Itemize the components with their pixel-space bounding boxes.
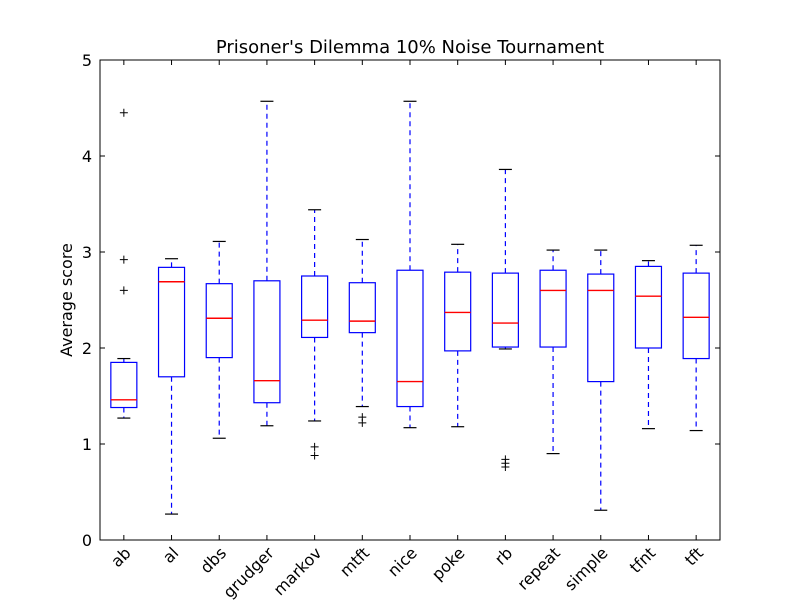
x-tick-label: grudger	[219, 543, 278, 600]
box-simple	[587, 273, 615, 383]
x-tick-label: rb	[491, 543, 516, 568]
y-tick-label: 4	[82, 147, 92, 166]
outlier-point	[501, 463, 510, 472]
outlier-point	[310, 451, 319, 460]
box-rb	[491, 272, 519, 348]
y-tick-label: 1	[82, 435, 92, 454]
outlier-point	[119, 108, 128, 117]
y-tick-label: 2	[82, 339, 92, 358]
x-tick-label: dbs	[196, 543, 230, 577]
x-tick-label: al	[159, 543, 183, 567]
outlier-point	[119, 255, 128, 264]
x-tick-label: tfnt	[626, 543, 659, 576]
box-markov	[301, 275, 329, 339]
outlier-point	[358, 418, 367, 427]
chart-title: Prisoner's Dilemma 10% Noise Tournament	[216, 37, 604, 58]
box-tfnt	[634, 265, 663, 349]
box-al	[157, 266, 186, 378]
x-tick-label: poke	[428, 543, 469, 584]
box-mtft	[348, 282, 376, 334]
axes-frame	[99, 59, 721, 541]
x-tick-label: mtft	[336, 543, 373, 580]
box-ab	[110, 361, 138, 409]
box-grudger	[253, 280, 281, 404]
box-nice	[396, 269, 424, 408]
y-tick-label: 3	[82, 243, 92, 262]
x-tick-label: ab	[107, 543, 135, 571]
box-repeat	[539, 269, 567, 348]
x-tick-label: simple	[561, 543, 612, 594]
x-tick-label: repeat	[514, 543, 564, 593]
outlier-point	[119, 286, 128, 295]
box-dbs	[205, 283, 233, 359]
y-tick-label: 0	[82, 531, 92, 550]
x-tick-label: markov	[270, 543, 326, 599]
y-tick-label: 5	[82, 51, 92, 70]
box-tft	[682, 272, 710, 360]
x-tick-label: nice	[384, 543, 421, 580]
outlier-point	[310, 442, 319, 451]
box-poke	[444, 271, 472, 352]
x-tick-label: tft	[681, 543, 707, 569]
y-axis-label: Average score	[57, 243, 76, 357]
